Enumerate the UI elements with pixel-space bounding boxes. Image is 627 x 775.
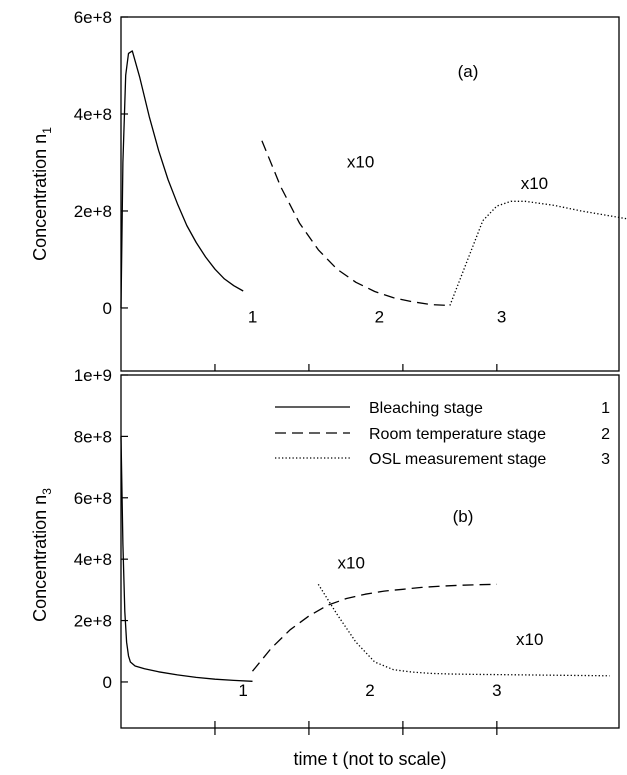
panel-b-series	[120, 436, 610, 682]
legend-label-1: Bleaching stage	[369, 400, 483, 417]
panel-a-series	[120, 50, 627, 309]
panel-b-series-dashed-line	[251, 583, 497, 672]
panel-a-annotations: 1 2 3 x10 x10	[248, 152, 548, 326]
panel-a-y-ticks: 0 2e+8 4e+8 6e+8	[74, 8, 128, 318]
panel-b-scale-annotation-1: x10	[516, 630, 543, 649]
panel-a-x-ticks	[214, 364, 498, 371]
panel-b-stage-label-2: 2	[365, 681, 374, 700]
legend: Bleaching stage 1 Room temperature stage…	[275, 400, 610, 468]
panel-a-y-tick-label-0: 0	[103, 299, 112, 318]
legend-number-1: 1	[601, 400, 610, 417]
panel-a-scale-annotation-0: x10	[347, 152, 374, 171]
panel-a-ylabel-sub: 1	[40, 127, 54, 134]
panel-a-y-axis-title: Concentration n1	[30, 127, 54, 261]
panel-b-x-ticks	[214, 721, 498, 728]
legend-number-2: 2	[601, 426, 610, 443]
panel-b-stage-label-3: 3	[492, 681, 501, 700]
panel-a-scale-annotation-1: x10	[521, 174, 548, 193]
panel-b-label: (b)	[453, 507, 474, 526]
panel-b-ylabel-sub: 3	[40, 488, 54, 495]
panel-a-series-dashed-line	[261, 140, 450, 307]
panel-a-y-tick-label-2: 4e+8	[74, 105, 112, 124]
panel-a-series-dotted-line	[449, 200, 627, 306]
panel-a-ylabel-main: Concentration n	[30, 134, 50, 261]
panel-b-annotations: 1 2 3 x10 x10	[238, 553, 543, 699]
panel-a-stage-label-2: 2	[375, 308, 384, 327]
panel-a-y-tick-label-3: 6e+8	[74, 8, 112, 27]
panel-b-stage-label-1: 1	[238, 681, 247, 700]
panel-b-scale-annotation-0: x10	[337, 553, 364, 572]
legend-number-3: 3	[601, 451, 610, 468]
legend-label-3: OSL measurement stage	[369, 451, 546, 468]
panel-b-y-axis-title: Concentration n3	[30, 488, 54, 622]
panel-a-frame	[120, 16, 620, 372]
panel-a-stage-label-3: 3	[497, 308, 506, 327]
panel-a-y-tick-label-1: 2e+8	[74, 202, 112, 221]
panel-b-ylabel-main: Concentration n	[30, 495, 50, 622]
panel-b-y-tick-label-3: 6e+8	[74, 489, 112, 508]
panel-b-y-tick-label-4: 8e+8	[74, 427, 112, 446]
panel-b-y-tick-label-0: 0	[103, 673, 112, 692]
panel-a-label: (a)	[458, 62, 479, 81]
panel-b-frame	[120, 374, 620, 729]
panel-a-series-solid-line	[120, 50, 244, 309]
x-axis-title: time t (not to scale)	[293, 749, 446, 769]
panel-a: 0 2e+8 4e+8 6e+8 1 2 3 x10 x10 (a) Concentratio…	[30, 8, 627, 372]
panel-a-stage-label-1: 1	[248, 308, 257, 327]
panel-b-y-tick-label-1: 2e+8	[74, 612, 112, 631]
legend-label-2: Room temperature stage	[369, 426, 546, 443]
panel-b-y-tick-label-2: 4e+8	[74, 550, 112, 569]
panel-b-series-dotted-line	[317, 583, 610, 677]
panel-b-series-solid-line	[120, 436, 253, 682]
panel-b-y-tick-label-5: 1e+9	[74, 366, 112, 385]
panel-b: 0 2e+8 4e+8 6e+8 8e+8 1e+9 1 2 3 x10 x10 (b) Conc…	[30, 366, 620, 729]
panel-b-y-ticks: 0 2e+8 4e+8 6e+8 8e+8 1e+9	[74, 366, 128, 692]
